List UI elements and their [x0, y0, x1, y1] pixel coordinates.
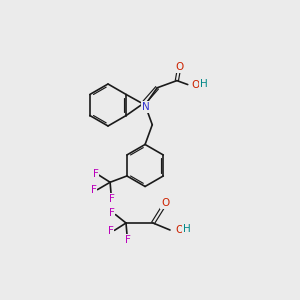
Text: O: O — [176, 62, 184, 72]
Text: F: F — [109, 194, 115, 204]
Text: F: F — [93, 169, 98, 179]
Text: F: F — [109, 208, 114, 218]
Text: F: F — [125, 235, 131, 245]
Text: F: F — [107, 226, 113, 236]
Text: H: H — [200, 79, 208, 88]
Text: H: H — [183, 224, 191, 234]
Text: O: O — [161, 198, 169, 208]
Text: N: N — [142, 102, 150, 112]
Text: O: O — [175, 225, 183, 235]
Text: O: O — [192, 80, 200, 90]
Text: F: F — [91, 184, 96, 195]
